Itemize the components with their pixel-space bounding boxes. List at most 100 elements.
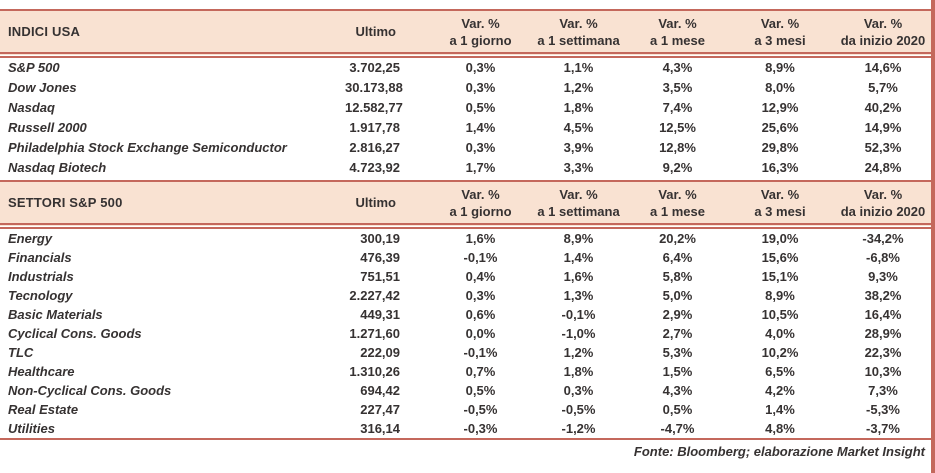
sector-var-1-giorno: 0,4% — [465, 269, 496, 284]
var-1-settimana-column-header: Var. % a 1 settimana — [531, 9, 626, 58]
section-title-settori-sp500: SETTORI S&P 500 — [0, 180, 345, 229]
sector-var-1-settimana: 1,4% — [563, 250, 594, 265]
sector-var-1-mese: 4,3% — [662, 383, 693, 398]
sector-var-1-giorno: -0,5% — [463, 402, 498, 417]
sector-var-1-giorno: -0,3% — [463, 421, 498, 436]
sector-var-1-mese: 5,3% — [662, 345, 693, 360]
sector-var-1-giorno: 0,3% — [465, 288, 496, 303]
index-name: Russell 2000 — [8, 120, 87, 135]
index-table-row: Dow Jones 30.173,88 0,3% 1,2% 3,5% 8,0% … — [0, 78, 935, 98]
sector-var-1-settimana: 1,6% — [563, 269, 594, 284]
sector-ultimo-value: 694,42 — [360, 383, 400, 398]
section-title-indici-usa: INDICI USA — [0, 9, 345, 58]
sector-var-1-settimana: 0,3% — [563, 383, 594, 398]
sector-var-3-mesi: 4,8% — [765, 421, 795, 436]
sector-name: Financials — [8, 250, 72, 265]
index-var-1-mese: 7,4% — [662, 100, 693, 115]
index-var-inizio-2020: 40,2% — [864, 100, 902, 115]
sector-var-inizio-2020: -3,7% — [866, 421, 900, 436]
sector-var-inizio-2020: -5,3% — [866, 402, 900, 417]
index-var-1-settimana: 3,9% — [563, 140, 594, 155]
index-table-row: Nasdaq Biotech 4.723,92 1,7% 3,3% 9,2% 1… — [0, 158, 935, 178]
var-1-mese-column-header: Var. % a 1 mese — [626, 180, 729, 229]
sector-table-row: Industrials 751,51 0,4% 1,6% 5,8% 15,1% … — [0, 267, 935, 286]
index-var-1-mese: 12,8% — [659, 140, 696, 155]
var-header-line1: Var. % — [863, 15, 903, 31]
index-table-row: Philadelphia Stock Exchange Semiconducto… — [0, 138, 935, 158]
index-var-3-mesi: 12,9% — [761, 100, 799, 115]
sector-var-inizio-2020: 38,2% — [864, 288, 902, 303]
index-var-1-settimana: 1,2% — [563, 80, 594, 95]
index-var-1-mese: 4,3% — [662, 60, 693, 75]
sector-name: Healthcare — [8, 364, 75, 379]
settori-sp500-table: SETTORI S&P 500 Ultimo Var. % a 1 giorno… — [0, 180, 935, 440]
sector-ultimo-value: 449,31 — [360, 307, 400, 322]
index-ultimo-value: 12.582,77 — [345, 100, 403, 115]
sector-table-row: Non-Cyclical Cons. Goods 694,42 0,5% 0,3… — [0, 381, 935, 400]
index-name: S&P 500 — [8, 60, 60, 75]
var-header-line2: a 3 mesi — [754, 32, 806, 48]
sector-table-row: Basic Materials 449,31 0,6% -0,1% 2,9% 1… — [0, 305, 935, 324]
indici-usa-table: INDICI USA Ultimo Var. % a 1 giorno Var.… — [0, 9, 935, 178]
indici-usa-header-row: INDICI USA Ultimo Var. % a 1 giorno Var.… — [0, 9, 935, 58]
index-ultimo-value: 1.917,78 — [349, 120, 400, 135]
sector-var-1-settimana: 1,2% — [563, 345, 594, 360]
sector-name: Basic Materials — [8, 307, 103, 322]
var-header-line1: Var. % — [461, 186, 500, 202]
sector-var-1-mese: -4,7% — [660, 421, 695, 436]
index-table-row: Russell 2000 1.917,78 1,4% 4,5% 12,5% 25… — [0, 118, 935, 138]
index-ultimo-value: 4.723,92 — [349, 160, 400, 175]
sector-table-row: Tecnology 2.227,42 0,3% 1,3% 5,0% 8,9% 3… — [0, 286, 935, 305]
var-inizio-2020-column-header: Var. % da inizio 2020 — [831, 9, 935, 58]
sector-var-inizio-2020: -6,8% — [866, 250, 900, 265]
sector-ultimo-value: 300,19 — [360, 231, 400, 246]
index-var-3-mesi: 16,3% — [761, 160, 799, 175]
sector-var-1-giorno: 0,7% — [465, 364, 496, 379]
index-name: Dow Jones — [8, 80, 77, 95]
sector-var-1-giorno: 0,0% — [465, 326, 496, 341]
var-3-mesi-column-header: Var. % a 3 mesi — [729, 9, 831, 58]
var-header-line2: a 1 mese — [650, 32, 705, 48]
sector-table-row: Financials 476,39 -0,1% 1,4% 6,4% 15,6% … — [0, 248, 935, 267]
source-note: Fonte: Bloomberg; elaborazione Market In… — [633, 444, 925, 459]
sector-var-1-mese: 5,8% — [662, 269, 693, 284]
sector-var-inizio-2020: 9,3% — [868, 269, 898, 284]
index-var-inizio-2020: 24,8% — [864, 160, 902, 175]
var-header-line2: a 1 giorno — [449, 32, 512, 48]
index-var-inizio-2020: 14,6% — [864, 60, 902, 75]
index-var-3-mesi: 8,0% — [765, 80, 795, 95]
var-header-line2: da inizio 2020 — [840, 203, 926, 219]
sector-var-1-mese: 1,5% — [662, 364, 693, 379]
sector-table-row: Utilities 316,14 -0,3% -1,2% -4,7% 4,8% … — [0, 419, 935, 439]
sector-var-inizio-2020: 10,3% — [864, 364, 902, 379]
sector-var-1-settimana: -0,1% — [561, 307, 596, 322]
sector-var-1-mese: 20,2% — [659, 231, 696, 246]
index-var-1-giorno: 1,7% — [465, 160, 496, 175]
sector-var-1-mese: 0,5% — [662, 402, 693, 417]
var-header-line2: a 3 mesi — [754, 203, 806, 219]
sector-var-3-mesi: 15,1% — [761, 269, 799, 284]
right-edge-accent-bar — [931, 0, 935, 473]
index-var-3-mesi: 29,8% — [761, 140, 799, 155]
index-var-1-mese: 12,5% — [659, 120, 696, 135]
sector-table-row: Healthcare 1.310,26 0,7% 1,8% 1,5% 6,5% … — [0, 362, 935, 381]
sector-var-1-settimana: -0,5% — [561, 402, 596, 417]
index-var-inizio-2020: 5,7% — [868, 80, 898, 95]
index-name: Philadelphia Stock Exchange Semiconducto… — [8, 140, 287, 155]
sector-name: Non-Cyclical Cons. Goods — [8, 383, 172, 398]
index-var-inizio-2020: 52,3% — [864, 140, 902, 155]
sector-var-3-mesi: 10,2% — [761, 345, 799, 360]
sector-name: Industrials — [8, 269, 74, 284]
sector-var-1-giorno: 0,5% — [465, 383, 496, 398]
index-var-1-giorno: 0,3% — [465, 80, 496, 95]
sector-var-1-settimana: 1,3% — [563, 288, 594, 303]
var-1-giorno-column-header: Var. % a 1 giorno — [430, 9, 531, 58]
sector-var-3-mesi: 6,5% — [765, 364, 795, 379]
index-var-1-giorno: 0,3% — [465, 60, 496, 75]
var-header-line1: Var. % — [559, 186, 598, 202]
sector-var-inizio-2020: -34,2% — [862, 231, 904, 246]
sector-name: Real Estate — [8, 402, 79, 417]
var-header-line1: Var. % — [760, 15, 800, 31]
sector-var-1-mese: 2,7% — [662, 326, 693, 341]
sector-ultimo-value: 1.310,26 — [349, 364, 400, 379]
